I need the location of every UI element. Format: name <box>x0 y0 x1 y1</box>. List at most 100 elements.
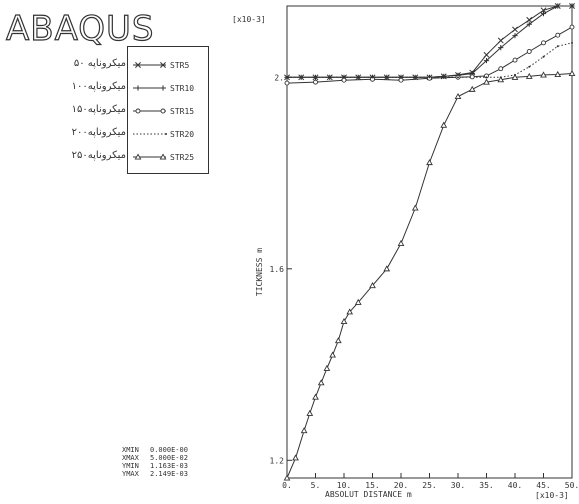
data-point <box>498 66 504 72</box>
data-point <box>298 74 304 80</box>
left-label: ۵۰ میکروناپه <box>73 58 126 69</box>
data-point <box>526 49 532 54</box>
data-point <box>323 364 331 371</box>
data-point <box>292 454 299 461</box>
data-point <box>555 32 561 38</box>
stat-row: XMAX 5.000E-02 <box>122 454 188 462</box>
data-point <box>512 26 518 33</box>
data-point <box>512 57 518 63</box>
legend-label: STR10 <box>170 84 194 93</box>
x-tick-label: 45. <box>536 481 550 490</box>
stat-value: 0.000E-00 <box>150 446 188 454</box>
x-tick-label: 30. <box>451 481 465 490</box>
data-point <box>512 33 518 39</box>
data-point <box>511 73 519 80</box>
data-point <box>469 74 475 80</box>
legend-label: STR15 <box>170 107 194 116</box>
data-point <box>541 40 546 46</box>
legend-box <box>127 46 209 174</box>
stat-key: XMIN <box>122 446 139 454</box>
left-label: ۲۵۰میکروناپه <box>71 150 126 161</box>
x-axis-label: ABSOLUT DISTANCE m <box>325 490 412 499</box>
data-point <box>526 16 533 23</box>
y-tick-label: 1.6 <box>270 265 285 274</box>
data-point <box>329 351 336 358</box>
data-point <box>313 79 318 85</box>
x-tick-label: 10. <box>337 481 351 490</box>
data-point <box>340 317 348 324</box>
data-point <box>165 133 167 135</box>
stat-row: YMIN 1.163E-03 <box>122 462 188 470</box>
data-point <box>483 51 490 58</box>
stat-value: 1.163E-03 <box>150 462 188 470</box>
series-line-str20 <box>287 42 573 78</box>
data-point <box>355 74 361 80</box>
data-point <box>540 71 547 78</box>
data-point <box>526 21 532 27</box>
left-label: ۱۰۰میکروناپه <box>71 81 126 92</box>
y-tick-label: 1.2 <box>270 456 285 465</box>
data-point <box>426 159 433 166</box>
data-point <box>160 62 166 68</box>
stat-row: YMAX 2.149E-03 <box>122 470 188 478</box>
data-point <box>568 69 576 77</box>
stat-value: 5.000E-02 <box>150 454 188 462</box>
data-point <box>569 3 575 9</box>
data-point <box>497 76 505 83</box>
data-point <box>454 92 462 100</box>
stat-key: YMIN <box>122 462 139 470</box>
data-point <box>383 265 391 272</box>
data-point <box>485 76 488 79</box>
data-point <box>306 409 314 416</box>
data-point <box>334 337 342 344</box>
x-tick-label: 15. <box>365 481 379 490</box>
x-tick-label: 50. <box>565 481 579 490</box>
stat-key: XMAX <box>122 454 139 462</box>
data-point <box>554 70 562 77</box>
stat-row: XMIN 0.000E-00 <box>122 446 188 454</box>
left-label: ۱۵۰میکروناپه <box>71 104 126 115</box>
data-point <box>327 74 333 80</box>
data-point <box>411 204 419 211</box>
left-label: ۲۰۰میکروناپه <box>71 127 126 138</box>
data-point <box>498 45 504 51</box>
data-point <box>314 76 317 79</box>
data-point <box>284 80 290 86</box>
logo-text: ABAQUS <box>6 9 154 48</box>
stats-block: XMIN 0.000E-00 XMAX 5.000E-02 YMIN 1.163E-03 Y… <box>122 446 188 478</box>
data-point <box>412 74 418 80</box>
data-point <box>571 41 573 44</box>
data-point <box>468 85 476 92</box>
data-point <box>528 65 531 68</box>
data-point <box>317 379 325 386</box>
legend-label: STR5 <box>170 61 189 70</box>
x-tick-label: 40. <box>508 481 522 490</box>
data-point <box>369 282 376 289</box>
data-point <box>341 77 347 83</box>
data-point <box>160 85 166 91</box>
y-multiplier: [x10-3] <box>232 15 266 24</box>
stat-key: YMAX <box>122 470 139 478</box>
data-point <box>283 474 291 481</box>
y-tick-label: 2. <box>274 73 284 82</box>
data-point <box>343 76 345 79</box>
data-point <box>483 78 490 85</box>
data-point <box>428 76 431 79</box>
series-line-str25 <box>286 73 573 479</box>
data-point <box>540 11 547 17</box>
data-point <box>483 57 490 64</box>
data-point <box>135 62 141 68</box>
data-point <box>440 121 448 128</box>
data-point <box>135 108 141 114</box>
data-point <box>398 77 404 83</box>
data-point <box>134 153 142 160</box>
x-tick-label: 5. <box>311 481 321 490</box>
abaqus-logo: ABAQUS <box>5 8 154 48</box>
x-tick-label: 35. <box>479 481 493 490</box>
stat-value: 2.149E-03 <box>150 470 188 478</box>
data-point <box>525 72 533 79</box>
data-point <box>312 393 319 400</box>
x-tick-label: 25. <box>422 481 436 490</box>
x-multiplier: [x10-3] <box>535 491 569 500</box>
data-point <box>354 298 362 305</box>
